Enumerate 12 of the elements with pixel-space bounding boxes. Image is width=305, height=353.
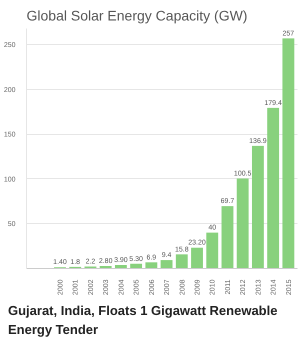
text: Gujarat, India, Floats 1 Gigawatt Renewable Energy Tender [8,302,278,339]
bar [267,108,280,268]
bar [282,38,294,268]
bar [176,254,188,268]
bar [236,178,249,268]
bar [252,146,264,268]
chart-title: Global Solar Energy Capacity (GW) [26,8,248,24]
bar [191,248,203,268]
bar [206,232,218,268]
bar [160,260,173,268]
bar [222,206,234,268]
bar [145,262,158,268]
